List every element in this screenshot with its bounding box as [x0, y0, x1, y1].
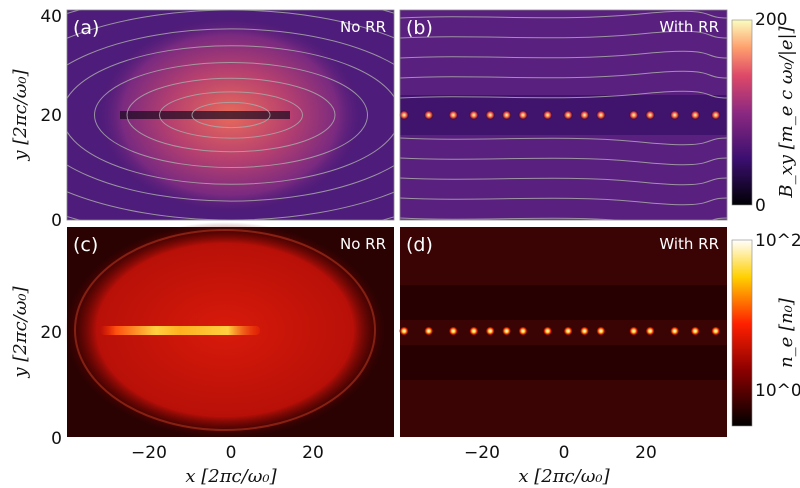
hotspot: [711, 110, 721, 120]
panel-b-streamlines: [400, 10, 727, 220]
panel-b-annotation: With RR: [659, 18, 719, 36]
ytick-a-0: 0: [51, 211, 62, 231]
ytick-a-20: 20: [40, 106, 62, 126]
colorbar-top-label: B_xy [m_e c ω₀/|e|]: [776, 25, 797, 198]
hotspot: [629, 110, 639, 120]
hotspot: [448, 326, 458, 336]
streamline: [400, 90, 727, 99]
streamline: [67, 28, 394, 202]
panel-b-spots: [399, 110, 721, 120]
hotspot: [448, 110, 458, 120]
hotspot: [399, 110, 409, 120]
hotspot: [502, 110, 512, 120]
streamline: [400, 177, 727, 186]
streamline: [94, 62, 368, 168]
hotspot: [485, 110, 495, 120]
hotspot: [690, 326, 700, 336]
panel-a-axis-channel: [120, 111, 290, 119]
streamline: [400, 30, 727, 39]
panel-b-label: (b): [406, 17, 433, 39]
panel-a-annotation: No RR: [340, 18, 386, 36]
axes: 40 20 0 20 0 −20 0 20 −20 0 20 x [2πc/ω₀…: [10, 7, 657, 487]
hotspot: [629, 326, 639, 336]
hotspot: [424, 326, 434, 336]
streamline: [400, 197, 727, 206]
hotspot: [399, 326, 409, 336]
xtick-c-0: 0: [226, 443, 237, 463]
streamline: [400, 217, 727, 220]
colorbar-bottom-tick-low: 10^0: [755, 381, 800, 401]
xtick-c-neg20: −20: [131, 443, 167, 463]
panel-a-streamlines: [67, 10, 394, 220]
streamline: [400, 50, 727, 59]
streamline: [159, 91, 303, 139]
hotspot: [485, 326, 495, 336]
ytick-c-0: 0: [51, 429, 62, 449]
hotspot: [469, 326, 479, 336]
streamline: [400, 70, 727, 79]
panel-b: (b) With RR: [399, 9, 728, 221]
xlabel-c: x [2πc/ω₀]: [185, 466, 277, 487]
xtick-d-20: 20: [635, 443, 657, 463]
ylabel-c: y [2πc/ω₀]: [10, 285, 31, 378]
hotspot: [518, 326, 528, 336]
streamline: [400, 137, 727, 146]
hotspot: [690, 110, 700, 120]
ytick-c-20: 20: [40, 323, 62, 343]
hotspot: [596, 110, 606, 120]
streamline: [400, 157, 727, 166]
panel-c-label: (c): [73, 234, 98, 256]
streamline: [126, 77, 336, 153]
streamline: [191, 101, 271, 129]
panel-a: (a) No RR: [66, 9, 395, 221]
ytick-a-40: 40: [40, 7, 62, 27]
panel-a-label: (a): [73, 17, 99, 39]
hotspot: [424, 110, 434, 120]
hotspot: [580, 110, 589, 120]
hotspot: [645, 326, 655, 336]
panel-d-label: (d): [406, 234, 433, 256]
panel-d-spots: [399, 326, 721, 336]
panel-c: (c) No RR: [65, 222, 394, 438]
panel-c-beam: [100, 326, 260, 335]
xtick-d-0: 0: [559, 443, 570, 463]
hotspot: [580, 326, 589, 336]
hotspot: [563, 110, 573, 120]
hotspot: [563, 326, 573, 336]
hotspot: [543, 110, 553, 120]
hotspot: [645, 110, 655, 120]
streamline: [67, 45, 394, 185]
streamline: [400, 10, 727, 19]
hotspot: [670, 110, 680, 120]
colorbar-top: 200 0 B_xy [m_e c ω₀/|e|]: [731, 10, 797, 216]
colorbar-bottom-label: n_e [n₀]: [776, 297, 797, 368]
ylabel-a: y [2πc/ω₀]: [10, 68, 31, 161]
panel-d: (d) With RR: [399, 227, 727, 437]
panel-d-annotation: With RR: [659, 235, 719, 253]
hotspot: [596, 326, 606, 336]
colorbar-bottom: 10^2 10^0 n_e [n₀]: [731, 231, 800, 427]
hotspot: [502, 326, 512, 336]
hotspot: [670, 326, 680, 336]
hotspot: [543, 326, 553, 336]
panel-c-annotation: No RR: [340, 235, 386, 253]
colorbar-top-min: 0: [755, 196, 766, 216]
xtick-d-neg20: −20: [464, 443, 500, 463]
colorbar-top-max: 200: [755, 10, 787, 30]
hotspot: [469, 110, 479, 120]
xlabel-d: x [2πc/ω₀]: [518, 466, 610, 487]
hotspot: [711, 326, 721, 336]
hotspot: [518, 110, 528, 120]
xtick-c-20: 20: [302, 443, 324, 463]
colorbar-bottom-tick-high: 10^2: [755, 231, 800, 251]
